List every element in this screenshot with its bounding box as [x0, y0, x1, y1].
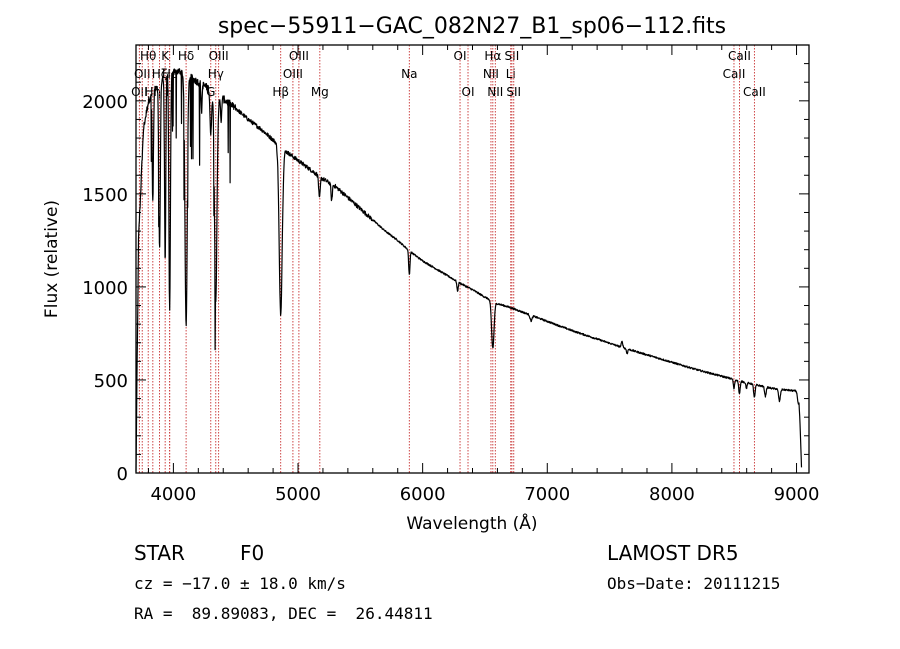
object-class: STAR [134, 541, 185, 565]
spectral-line-label: OI [454, 49, 467, 63]
chart-title: spec−55911−GAC_082N27_B1_sp06−112.fits [218, 14, 726, 39]
y-tick-label: 1000 [82, 278, 128, 299]
spectral-line-label: G [206, 85, 215, 99]
spectral-line-label: Hα [484, 49, 501, 63]
y-axis-label: Flux (relative) [42, 200, 62, 318]
spectral-line-label: NII [487, 85, 503, 99]
x-axis-label: Wavelength (Å) [406, 512, 537, 534]
x-tick-label: 5000 [275, 484, 321, 505]
redshift-velocity: cz = −17.0 ± 18.0 km/s [134, 574, 346, 593]
y-tick-label: 0 [117, 464, 128, 485]
x-tick-label: 8000 [649, 484, 695, 505]
spectral-line-label: NII [483, 67, 499, 81]
spectral-line-label: Hη [145, 85, 162, 99]
spectral-line-label: SII [505, 49, 520, 63]
x-axis: 4000 5000 6000 7000 8000 9000 [147, 45, 820, 505]
object-subclass: F0 [240, 541, 265, 565]
y-tick-label: 1500 [82, 185, 128, 206]
spectral-line-label: OIII [209, 49, 229, 63]
spectral-line-label: H [165, 85, 174, 99]
spectral-line-label: CaII [723, 67, 746, 81]
spectral-line-label: OIII [283, 67, 303, 81]
spectral-line-label: OIII [289, 49, 309, 63]
spectral-line-label: K [161, 49, 170, 63]
x-tick-label: 6000 [400, 484, 446, 505]
x-tick-label: 4000 [150, 484, 196, 505]
x-tick-label: 7000 [524, 484, 570, 505]
spectrum-chart: spec−55911−GAC_082N27_B1_sp06−112.fits O… [42, 14, 820, 534]
y-tick-label: 2000 [82, 92, 128, 113]
spectral-line-label: Na [401, 67, 417, 81]
spectral-line-label: Mg [311, 85, 329, 99]
spectral-line-label: OI [462, 85, 475, 99]
spectral-line-label: Hδ [178, 49, 194, 63]
y-axis: 0 500 1000 1500 2000 [82, 44, 809, 485]
observation-date: Obs−Date: 20111215 [607, 574, 781, 593]
spectral-line-label: SII [506, 85, 521, 99]
survey-name: LAMOST DR5 [607, 541, 739, 565]
x-tick-label: 9000 [774, 484, 820, 505]
coordinates: RA = 89.89083, DEC = 26.44811 [134, 604, 433, 623]
spectral-line-label: Hγ [208, 67, 224, 81]
spectral-line-markers: OIIOIIHθHηHζKHHεHδGHγOIIIHβOIIIOIIIMgNaO… [131, 45, 766, 473]
y-tick-label: 500 [94, 371, 128, 392]
spectral-line-label: CaII [728, 49, 751, 63]
spectral-line-label: OII [131, 85, 148, 99]
spectral-line-label: Li [506, 67, 516, 81]
spectral-line-label: Hβ [272, 85, 289, 99]
spectral-line-label: Hθ [140, 49, 156, 63]
spectrum-line [135, 68, 803, 472]
spectral-line-label: OII [134, 67, 151, 81]
spectral-line-label: CaII [743, 85, 766, 99]
